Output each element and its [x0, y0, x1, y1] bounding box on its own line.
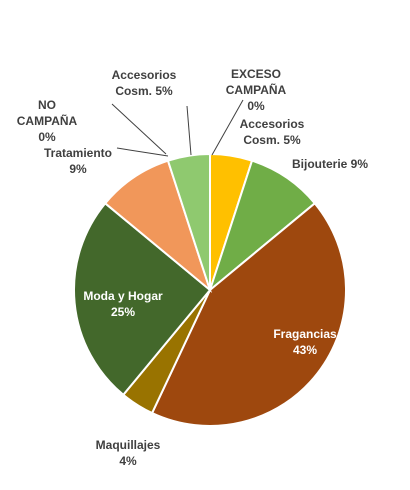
slice-label-line: Fragancias — [273, 327, 337, 341]
leader-line-0 — [211, 99, 244, 156]
slice-label-5: Moda y Hogar 25% — [83, 289, 163, 319]
slice-label-line: 9% — [69, 162, 87, 176]
slice-label-line: 4% — [119, 454, 137, 468]
slice-label-7: Accesorios Cosm. 5% — [112, 68, 177, 98]
slice-label-line: 43% — [293, 343, 317, 357]
leader-line-extra-0 — [186, 105, 192, 156]
slice-label-line: Bijouterie 9% — [292, 157, 368, 171]
slice-label-line: Tratamiento — [44, 146, 112, 160]
slice-label-8: NO CAMPAÑA 0% — [17, 98, 78, 144]
slice-label-0: EXCESO CAMPAÑA 0% — [226, 67, 287, 113]
slice-label-line: Accesorios — [240, 117, 305, 131]
slice-label-line: Cosm. 5% — [115, 84, 173, 98]
slice-label-line: Cosm. 5% — [243, 133, 301, 147]
slice-label-line: CAMPAÑA — [17, 113, 78, 128]
slice-label-line: Accesorios — [112, 68, 177, 82]
leader-line-7 — [111, 103, 167, 155]
slice-label-line: Maquillajes — [96, 438, 161, 452]
pie-slice-fragancias-3 — [150, 201, 347, 427]
slice-label-2: Bijouterie 9% — [292, 157, 368, 171]
slice-label-4: Maquillajes 4% — [96, 438, 161, 468]
slice-label-line: NO — [38, 98, 56, 112]
slice-label-line: 25% — [111, 305, 135, 319]
leader-line-6 — [116, 147, 169, 157]
slice-label-1: Accesorios Cosm. 5% — [240, 117, 305, 147]
slice-label-6: Tratamiento 9% — [44, 146, 112, 176]
slice-label-line: CAMPAÑA — [226, 82, 287, 97]
slice-label-line: EXCESO — [231, 67, 281, 81]
slice-label-line: Moda y Hogar — [83, 289, 163, 303]
slice-label-line: 0% — [38, 130, 56, 144]
slice-label-3: Fragancias 43% — [273, 327, 337, 357]
slice-label-line: 0% — [247, 99, 265, 113]
pie-slice-moda-y-hogar-5 — [73, 201, 212, 397]
